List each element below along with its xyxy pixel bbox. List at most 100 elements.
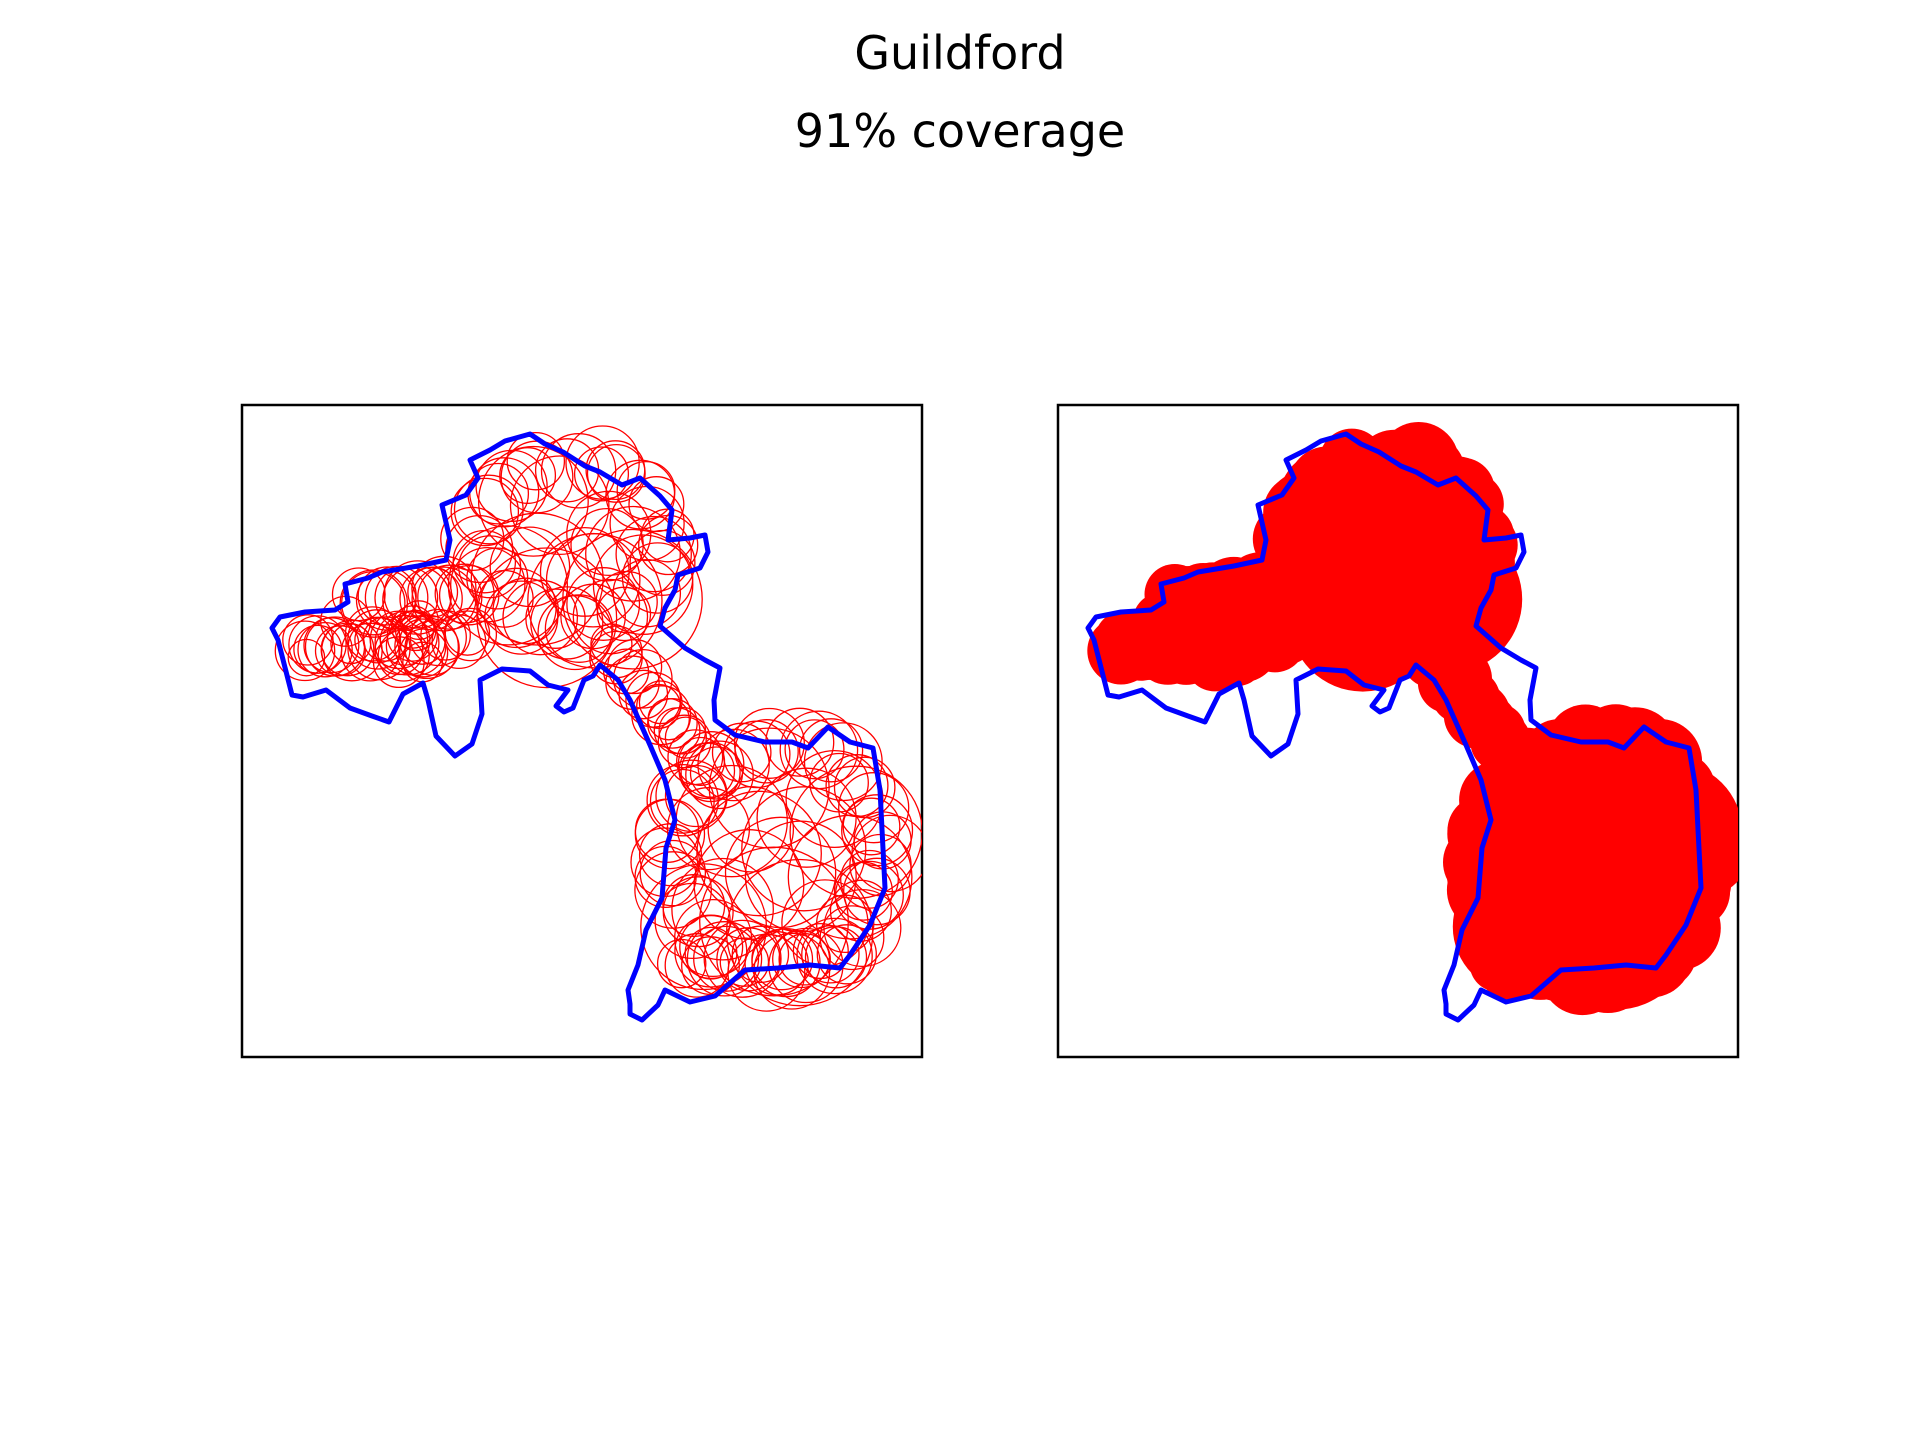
coverage-circle xyxy=(616,460,676,520)
coverage-circle xyxy=(731,925,790,984)
coverage-circle xyxy=(666,787,751,871)
coverage-circle xyxy=(707,786,795,873)
coverage-disc xyxy=(1302,523,1390,611)
coverage-circle xyxy=(716,927,781,992)
coverage-circle xyxy=(772,930,831,989)
coverage-circle xyxy=(364,565,429,630)
coverage-circle xyxy=(741,786,867,912)
coverage-circle xyxy=(566,567,641,641)
coverage-circle xyxy=(842,797,901,856)
coverage-circle xyxy=(411,555,477,621)
coverage-circle xyxy=(506,431,566,491)
coverage-disc xyxy=(1094,610,1153,670)
coverage-circle xyxy=(450,477,520,547)
coverage-circles xyxy=(274,425,922,1012)
coverage-circle xyxy=(527,533,663,669)
coverage-circle xyxy=(647,698,698,749)
coverage-circle xyxy=(615,515,692,593)
coverage-circle xyxy=(331,567,386,622)
coverage-circle xyxy=(841,794,914,867)
coverage-circle xyxy=(344,606,401,662)
coverage-circle xyxy=(288,615,347,674)
coverage-circle xyxy=(693,925,760,992)
coverage-circle xyxy=(314,625,366,677)
coverage-circle xyxy=(282,614,334,666)
coverage-circle xyxy=(470,512,604,646)
district-boundary xyxy=(1085,431,1704,1023)
coverage-disc xyxy=(1479,783,1570,874)
coverage-circle xyxy=(330,623,372,665)
coverage-disc xyxy=(1569,764,1677,872)
right-map-panel xyxy=(1056,403,1740,1059)
coverage-circle xyxy=(398,600,439,641)
coverage-circle xyxy=(297,621,353,678)
coverage-circle xyxy=(525,588,586,649)
coverage-circle xyxy=(444,610,491,656)
coverage-circle xyxy=(417,564,483,630)
coverage-circle xyxy=(816,924,877,985)
coverage-circle xyxy=(681,936,740,996)
coverage-circle xyxy=(798,718,864,783)
coverage-disc xyxy=(1251,561,1319,629)
figure-title: Guildford xyxy=(854,26,1066,80)
coverage-circle xyxy=(562,528,703,670)
coverage-circle xyxy=(420,609,471,661)
coverage-circle xyxy=(677,731,745,798)
coverage-circle xyxy=(631,685,692,746)
coverage-circle xyxy=(391,605,435,649)
coverage-circle xyxy=(434,563,495,624)
coverage-circle xyxy=(411,566,477,632)
coverage-circle xyxy=(656,938,707,989)
coverage-subtitle: 91% coverage xyxy=(794,104,1126,158)
coverage-circle xyxy=(789,765,922,900)
coverage-circle xyxy=(628,476,685,533)
coverage-circle xyxy=(509,455,610,556)
coverage-circle xyxy=(590,623,633,666)
coverage-circle xyxy=(664,764,728,828)
coverage-circle xyxy=(502,579,579,656)
coverage-circle xyxy=(751,927,821,998)
coverage-circle xyxy=(711,722,772,783)
coverage-circle xyxy=(664,933,730,998)
coverage-circle xyxy=(399,628,449,678)
coverage-circle xyxy=(724,816,837,929)
coverage-circle xyxy=(357,566,417,626)
coverage-circle xyxy=(447,525,569,646)
coverage-circle xyxy=(838,772,910,844)
coverage-circle xyxy=(476,547,618,689)
coverage-circle xyxy=(756,767,857,868)
coverage-circle xyxy=(686,921,763,997)
coverage-circle xyxy=(585,505,681,602)
left-panel-frame xyxy=(240,403,924,1059)
coverage-circle xyxy=(274,620,336,682)
coverage-circle xyxy=(544,594,614,663)
coverage-circle xyxy=(634,851,712,929)
coverage-circle xyxy=(489,526,571,608)
left-map-panel xyxy=(240,403,924,1059)
coverage-circle xyxy=(733,707,805,779)
coverage-circle xyxy=(784,719,845,780)
coverage-circle xyxy=(372,636,425,689)
coverage-circle xyxy=(377,629,430,682)
coverage-circle xyxy=(699,846,849,997)
coverage-circle xyxy=(696,790,822,917)
coverage-circle xyxy=(787,814,913,940)
coverage-circle xyxy=(703,919,782,998)
coverage-disc xyxy=(1629,920,1697,988)
coverage-circle xyxy=(607,639,663,695)
coverage-circle xyxy=(477,445,589,557)
district-boundary xyxy=(269,431,888,1023)
coverage-circle xyxy=(719,937,770,987)
coverage-circle xyxy=(792,922,849,980)
coverage-circle xyxy=(801,925,860,984)
coverage-circle xyxy=(639,839,707,907)
coverage-circle xyxy=(778,933,831,986)
coverage-circle xyxy=(592,534,694,636)
coverage-circle xyxy=(383,560,453,629)
coverage-circle xyxy=(566,490,652,577)
coverage-circle xyxy=(570,507,644,582)
coverage-circle xyxy=(443,607,498,662)
coverage-circle xyxy=(287,638,326,677)
coverage-circle xyxy=(697,728,770,802)
